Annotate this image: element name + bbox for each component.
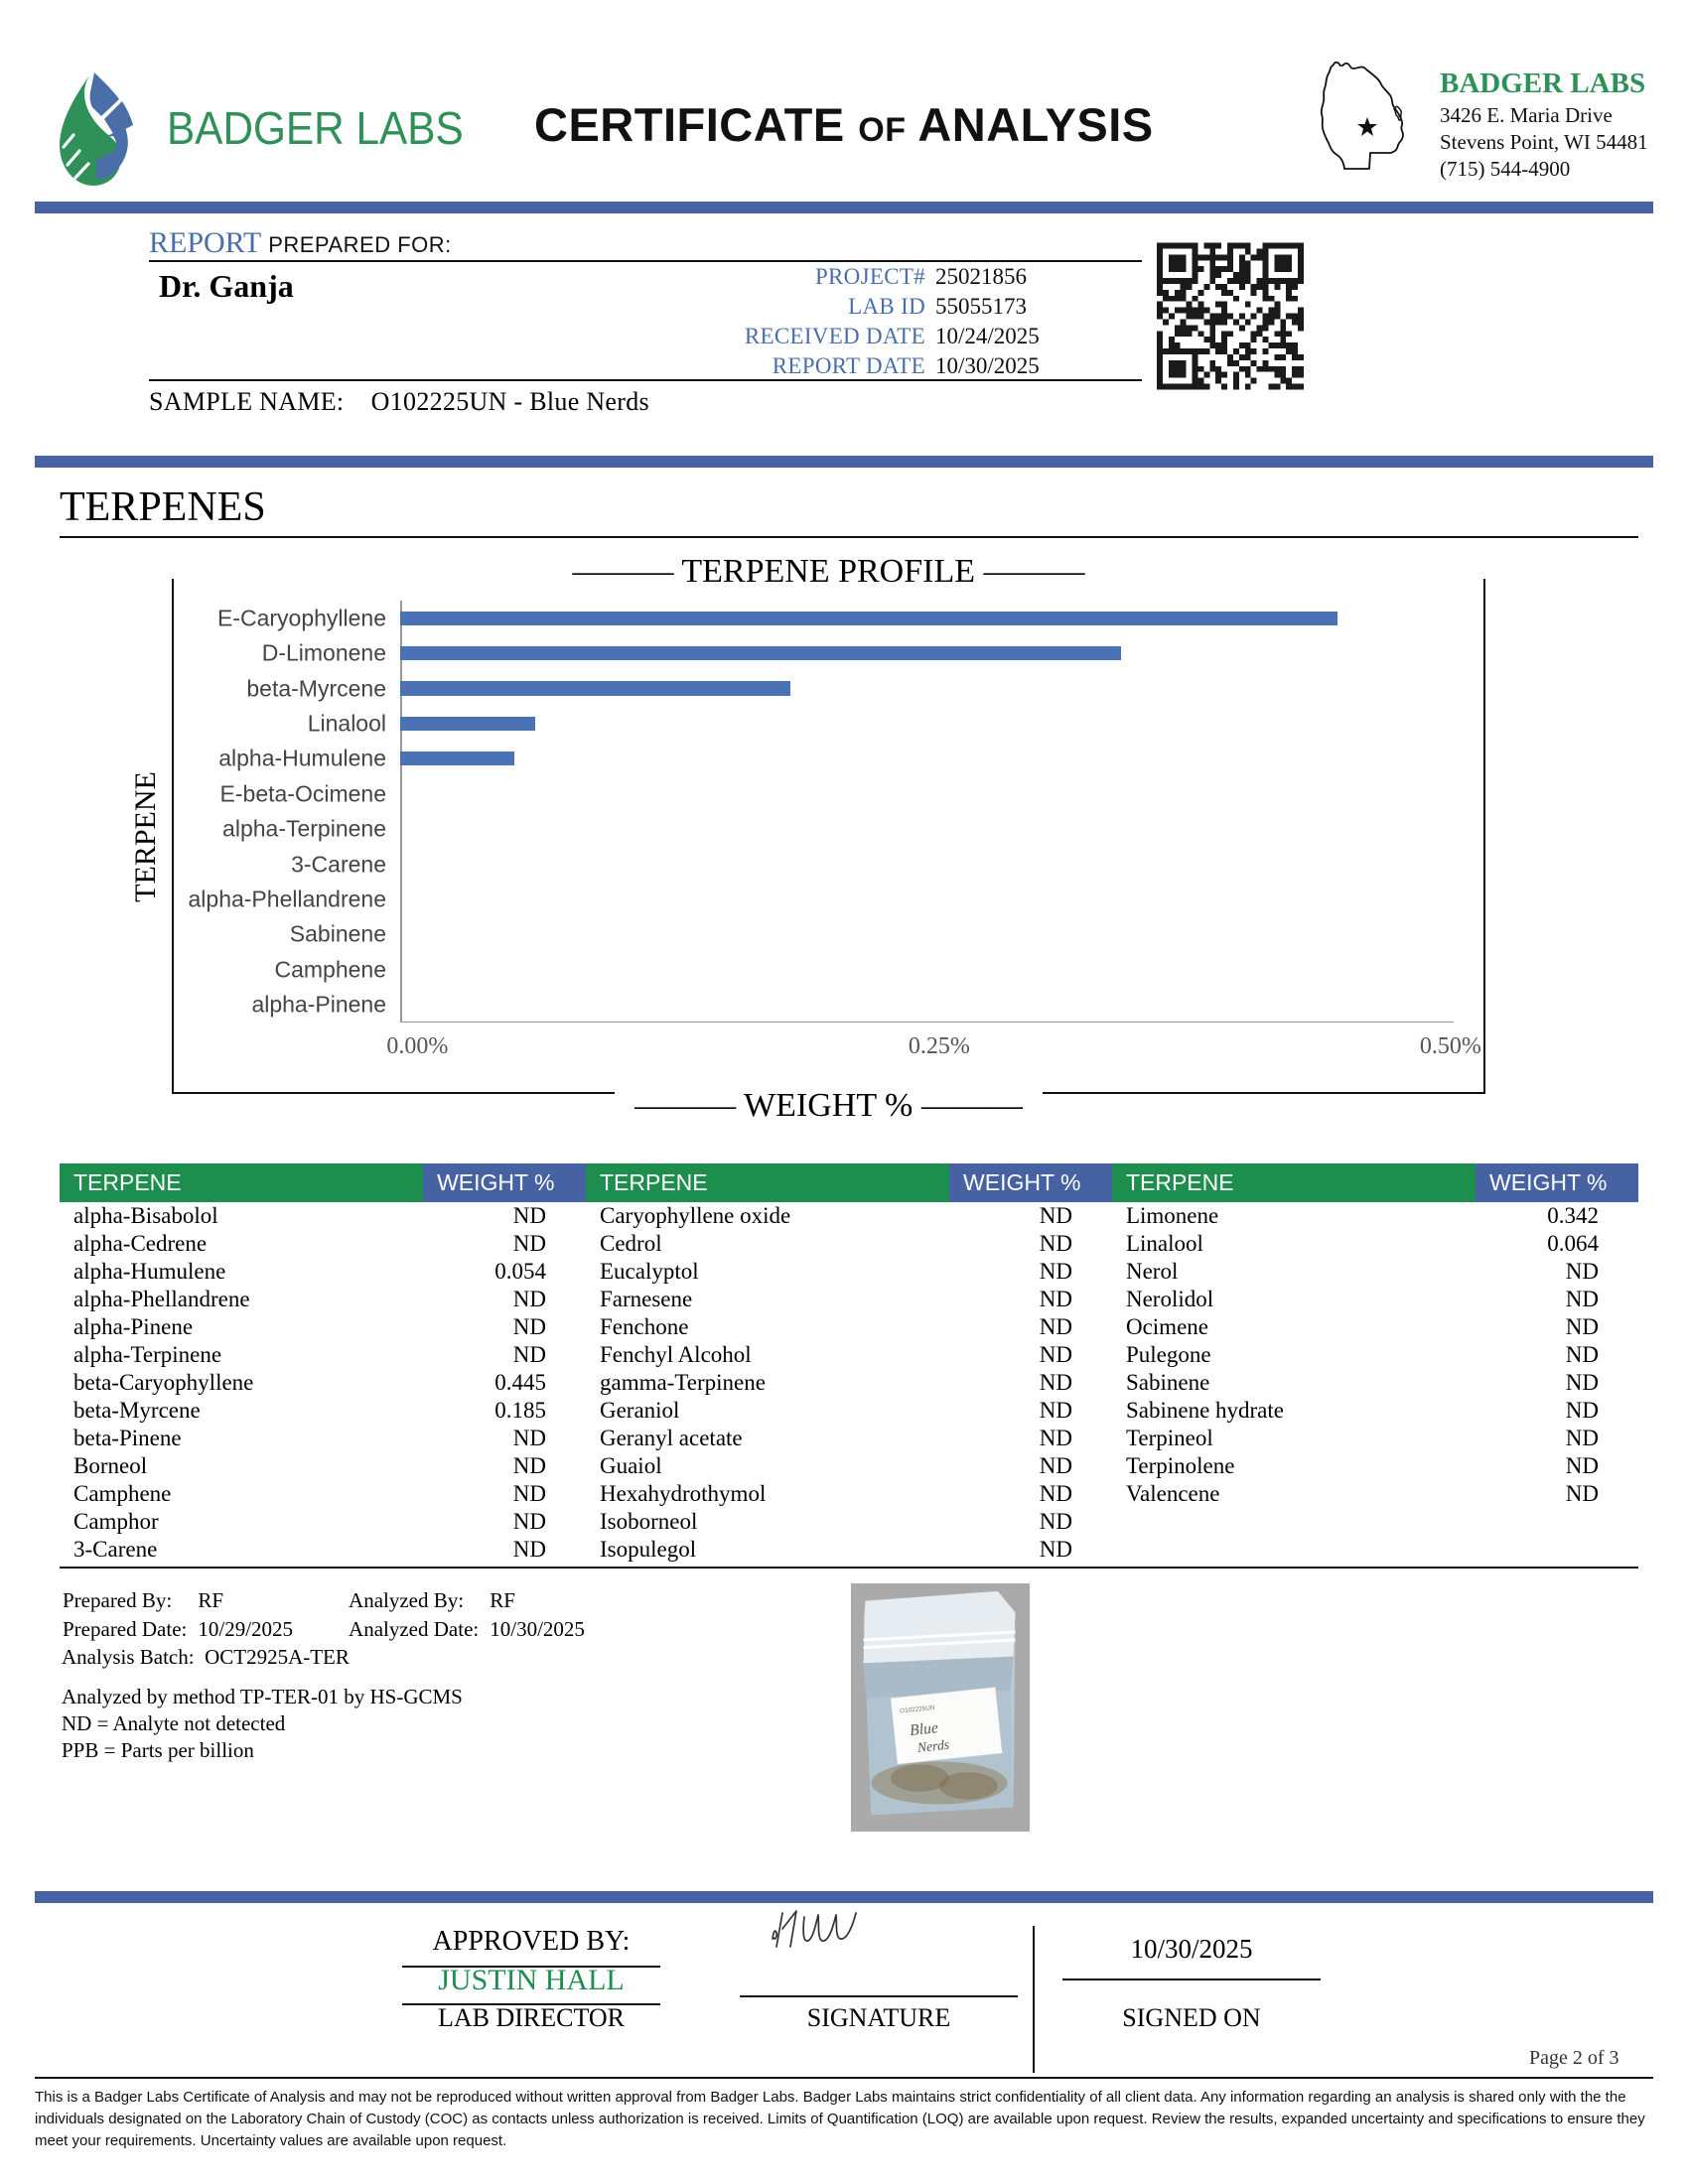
svg-text:Blue: Blue: [909, 1719, 938, 1739]
